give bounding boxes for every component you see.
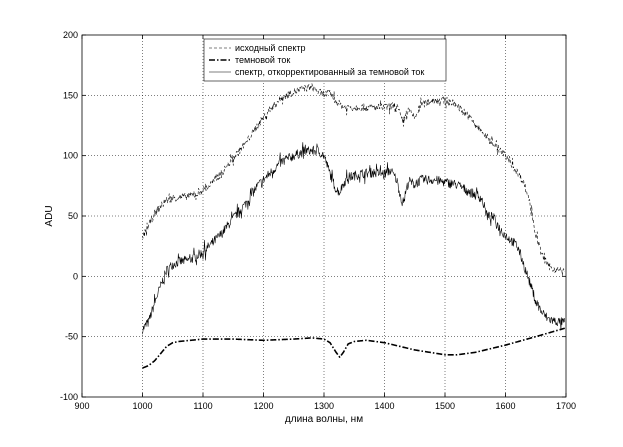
x-tick-label: 1500 (435, 401, 455, 411)
x-tick-label: 1000 (132, 401, 152, 411)
plot-area (142, 83, 566, 369)
x-tick-label: 900 (74, 401, 89, 411)
x-tick-label: 1100 (193, 401, 212, 411)
x-tick-label: 1300 (314, 401, 334, 411)
x-tick-label: 1200 (253, 401, 273, 411)
y-tick-label: 100 (63, 151, 78, 161)
x-tick-label: 1400 (374, 401, 394, 411)
y-tick-label: -50 (65, 332, 78, 342)
axis-ticks: 900 1000 1100 1200 1300 1400 1500 1600 1700-100-… (60, 30, 576, 411)
series-line-1 (142, 327, 566, 369)
legend-label-1: темновой ток (235, 55, 290, 65)
legend-label-0: исходный спектр (235, 43, 306, 53)
y-tick-label: -100 (60, 392, 78, 402)
x-tick-label: 1600 (495, 401, 515, 411)
series-line-0 (142, 83, 566, 276)
x-axis-label: длина волны, нм (285, 414, 363, 425)
legend: исходный спектр темновой ток спектр, откор… (203, 38, 447, 82)
y-tick-label: 0 (73, 271, 78, 281)
legend-box (203, 38, 447, 82)
legend-label-2: спектр, откорректированный за темновой т… (235, 67, 424, 77)
y-axis-label: ADU (44, 205, 55, 226)
y-tick-label: 50 (68, 211, 78, 221)
series-line-2 (142, 142, 566, 335)
y-tick-label: 200 (63, 30, 78, 40)
x-tick-label: 1700 (556, 401, 576, 411)
grid (82, 35, 566, 397)
y-tick-label: 150 (63, 90, 78, 100)
